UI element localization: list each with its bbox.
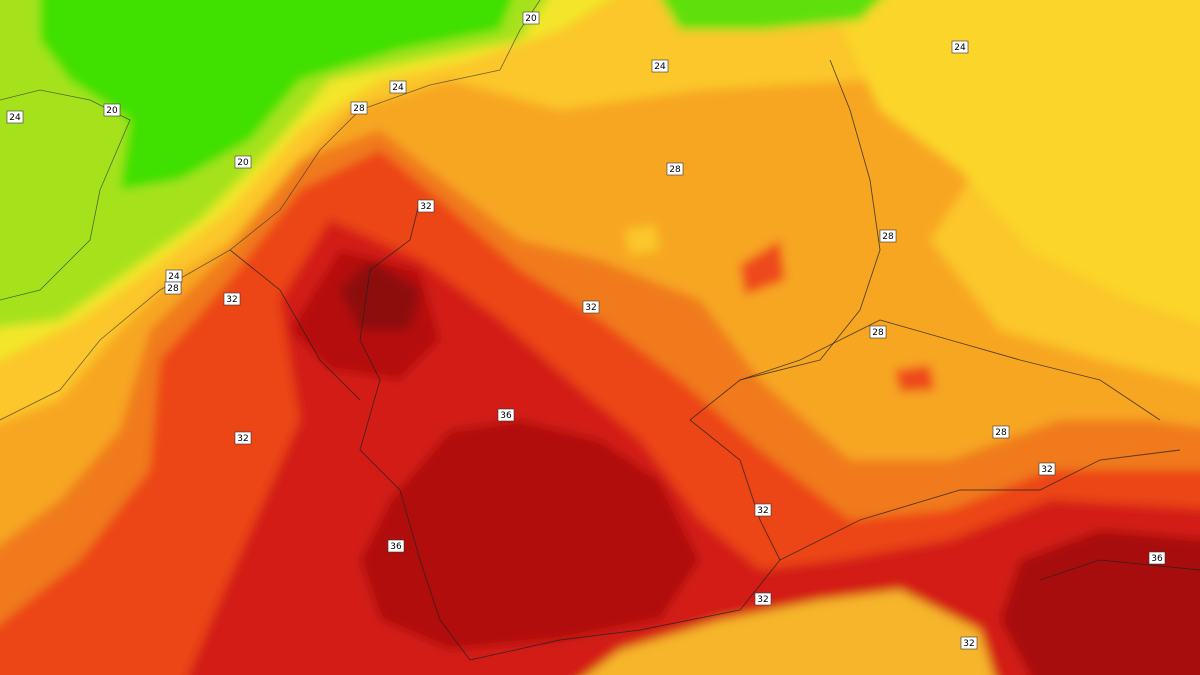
label-box (879, 229, 897, 243)
contour-value: 28 (995, 428, 1007, 438)
contour-label: 28 (350, 101, 368, 115)
contour-label: 32 (417, 199, 435, 213)
label-box (1148, 551, 1166, 565)
coastline-north (0, 0, 541, 421)
contour-label: 28 (992, 425, 1010, 439)
contour-label: 20 (234, 155, 252, 169)
contour-labels: 20 24 24 24 20 24 28 20 28 32 28 24 28 32 32 28 36 28 32 32… (6, 11, 1166, 650)
field-36-south (360, 420, 700, 650)
spot-hot (740, 240, 785, 295)
contour-label: 28 (869, 325, 887, 339)
spot-hot-2 (895, 365, 935, 392)
label-box (103, 103, 121, 117)
contour-value: 32 (585, 303, 596, 313)
contour-value: 24 (954, 43, 966, 53)
contour-label: 28 (879, 229, 897, 243)
contour-label: 36 (497, 408, 515, 422)
contour-value: 36 (390, 542, 402, 552)
label-box (164, 281, 182, 295)
contour-label: 32 (234, 431, 252, 445)
label-box (417, 199, 435, 213)
label-box (754, 592, 772, 606)
label-box (234, 155, 252, 169)
contour-label: 24 (651, 59, 669, 73)
contour-value: 24 (392, 83, 404, 93)
label-box (223, 292, 241, 306)
label-box (1038, 462, 1056, 476)
contour-value: 32 (757, 595, 768, 605)
contour-label: 36 (1148, 551, 1166, 565)
label-box (992, 425, 1010, 439)
label-box (497, 408, 515, 422)
contour-label: 32 (960, 636, 978, 650)
contour-value: 20 (106, 106, 118, 116)
label-box (387, 539, 405, 553)
contour-label: 24 (951, 40, 969, 54)
border-austria (779, 449, 1181, 561)
contour-value: 24 (654, 62, 666, 72)
contour-value: 24 (9, 113, 21, 123)
label-box (754, 503, 772, 517)
field-36-east (1000, 530, 1200, 675)
contour-label: 32 (223, 292, 241, 306)
contour-value: 36 (500, 411, 512, 421)
contour-value: 32 (963, 639, 974, 649)
contour-label: 28 (666, 162, 684, 176)
contour-label: 32 (754, 503, 772, 517)
contour-label: 24 (165, 269, 183, 283)
contour-label: 24 (389, 80, 407, 94)
contour-label: 36 (387, 539, 405, 553)
contour-value: 28 (167, 284, 179, 294)
contour-label: 24 (6, 110, 24, 124)
contour-label: 28 (164, 281, 182, 295)
label-box (869, 325, 887, 339)
contour-label: 20 (103, 103, 121, 117)
field-green (40, 0, 512, 190)
field-green-north (662, 0, 880, 30)
label-box (960, 636, 978, 650)
contour-label: 32 (1038, 462, 1056, 476)
contour-value: 36 (1151, 554, 1163, 564)
label-box (350, 101, 368, 115)
field-alps (586, 590, 994, 675)
coastline-uk (0, 89, 131, 301)
contour-value: 20 (237, 158, 249, 168)
border-benelux (229, 249, 361, 401)
contour-value: 24 (168, 272, 180, 282)
contour-value: 28 (353, 104, 365, 114)
label-box (582, 300, 600, 314)
label-box (951, 40, 969, 54)
contour-label: 32 (754, 592, 772, 606)
contour-value: 28 (872, 328, 884, 338)
label-box (522, 11, 540, 25)
label-box (389, 80, 407, 94)
contour-label: 20 (522, 11, 540, 25)
spot-cool (625, 225, 660, 255)
field-24-east (829, 0, 1200, 324)
contour-value: 28 (669, 165, 681, 175)
border-germany (359, 59, 881, 661)
border-czech (739, 319, 1161, 421)
contour-value: 32 (226, 295, 237, 305)
label-box (651, 59, 669, 73)
contour-value: 32 (1041, 465, 1052, 475)
borders (0, 0, 1200, 661)
contour-value: 28 (882, 232, 894, 242)
contour-value: 20 (525, 14, 537, 24)
contour-value: 32 (757, 506, 768, 516)
border-east (1039, 559, 1200, 581)
contour-label: 32 (582, 300, 600, 314)
field-38 (340, 260, 420, 330)
contour-value: 32 (237, 434, 248, 444)
contour-value: 32 (420, 202, 431, 212)
label-box (6, 110, 24, 124)
label-box (234, 431, 252, 445)
label-box (666, 162, 684, 176)
